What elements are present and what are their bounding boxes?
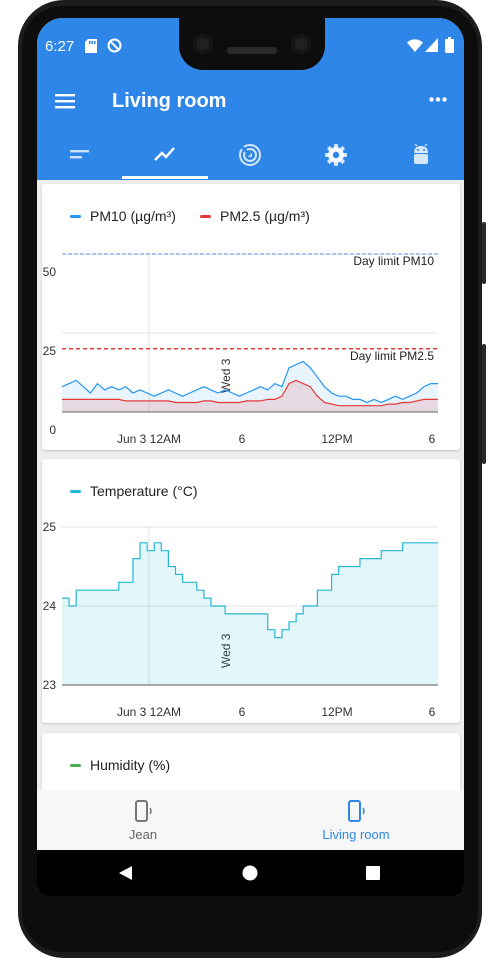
sd-card-icon	[85, 39, 97, 53]
temperature-chart: Wed 3 25 24 23 Jun 3 12AM 6 12PM 6	[43, 520, 438, 719]
hamburger-menu-icon[interactable]	[55, 93, 75, 109]
earpiece-speaker	[227, 47, 277, 54]
pm25-line	[62, 379, 438, 407]
day-marker-label: Wed 3	[219, 633, 233, 668]
y-tick-label: 24	[43, 599, 57, 613]
tab-device[interactable]	[378, 132, 464, 180]
x-tick-label: Jun 3 12AM	[117, 432, 181, 446]
y-tick-label: 25	[43, 520, 57, 534]
y-tick-label: 23	[43, 678, 57, 692]
phone-vibrate-icon	[135, 800, 152, 822]
tab-signal[interactable]	[208, 132, 294, 180]
battery-icon	[445, 37, 454, 53]
pm10-line	[61, 360, 438, 404]
wifi-icon	[407, 39, 423, 52]
x-tick-label: 12PM	[321, 705, 352, 719]
y-tick-label: 0	[49, 423, 56, 437]
pm10-limit-label: Day limit PM10	[353, 254, 434, 268]
back-triangle-icon[interactable]	[118, 865, 134, 881]
bottom-nav-label: Jean	[128, 827, 158, 842]
x-tick-label: 6	[429, 705, 436, 719]
x-tick-label: 6	[239, 705, 246, 719]
trending-up-icon	[154, 147, 175, 161]
y-tick-label: 50	[43, 265, 57, 279]
screen: 6:27 Living room PM10 (µg/m³)	[37, 18, 464, 896]
selected-tab-indicator	[122, 176, 208, 179]
front-camera-right	[291, 34, 311, 54]
front-camera-left	[193, 34, 213, 54]
x-tick-label: 6	[429, 432, 436, 446]
pm25-limit-label: Day limit PM2.5	[350, 349, 434, 363]
y-tick-label: 25	[43, 344, 57, 358]
pm10-area	[62, 361, 438, 412]
day-marker-label: Wed 3	[219, 358, 233, 393]
phone-vibrate-icon	[348, 800, 365, 822]
page-title: Living room	[112, 90, 227, 112]
recents-square-icon[interactable]	[366, 866, 380, 880]
temperature-legend-swatch	[70, 490, 81, 493]
cell-signal-icon	[425, 38, 438, 52]
tab-charts[interactable]	[122, 132, 208, 180]
temperature-area	[62, 542, 438, 685]
temperature-legend-label: Temperature (°C)	[90, 483, 198, 499]
status-time: 6:27	[45, 38, 75, 55]
list-lines-icon	[70, 150, 89, 159]
power-button	[482, 344, 486, 464]
android-icon	[414, 144, 428, 164]
pm25-legend-swatch	[200, 215, 211, 218]
bottom-nav-jean[interactable]: Jean	[73, 790, 213, 850]
pm25-area	[62, 380, 438, 412]
temperature-line	[62, 542, 438, 639]
pm-chart: Wed 3 Day limit PM10 Day limit PM2.5 50 …	[43, 252, 438, 446]
more-horizontal-icon[interactable]	[429, 97, 447, 102]
pm10-legend-swatch	[70, 215, 81, 218]
x-tick-label: 6	[239, 432, 246, 446]
temperature-chart-card: Temperature (°C) Wed 3 25 24 23 Jun 3 12…	[42, 459, 460, 723]
data-saver-icon	[107, 38, 122, 53]
tab-settings[interactable]	[293, 132, 379, 180]
bottom-nav-living-room[interactable]: Living room	[286, 790, 426, 850]
humidity-legend-swatch	[70, 764, 81, 767]
x-tick-label: Jun 3 12AM	[117, 705, 181, 719]
gear-icon	[325, 144, 347, 166]
x-tick-label: 12PM	[321, 432, 352, 446]
system-navigation-bar	[37, 850, 464, 896]
pm-chart-card: PM10 (µg/m³) PM2.5 (µg/m³) Wed 3 Day lim…	[42, 184, 460, 450]
humidity-legend-label: Humidity (%)	[90, 757, 171, 773]
app-bar	[37, 72, 464, 180]
volume-button	[482, 222, 486, 284]
radar-signal-icon	[238, 143, 261, 166]
camera-notch	[179, 18, 325, 70]
bottom-nav-label: Living room	[322, 827, 390, 842]
bottom-navigation: Jean Living room	[37, 790, 464, 850]
home-circle-icon[interactable]	[242, 865, 258, 881]
pm25-legend-label: PM2.5 (µg/m³)	[220, 208, 310, 224]
tab-overview[interactable]	[37, 132, 123, 180]
pm10-legend-label: PM10 (µg/m³)	[90, 208, 176, 224]
